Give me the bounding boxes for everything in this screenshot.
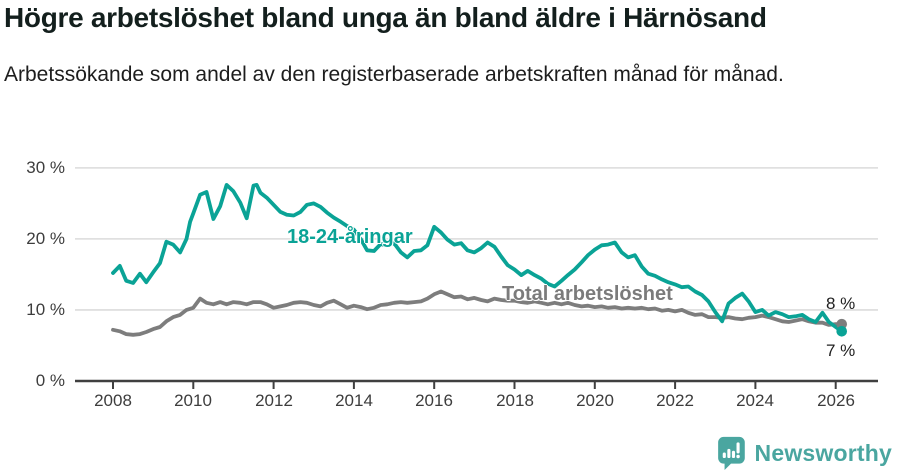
series-label-total: Total arbetslöshet [502,283,673,305]
series-line-young [111,182,844,334]
y-tick-label-10: 10 % [26,300,65,319]
chart-subtitle: Arbetssökande som andel av den registerb… [4,63,784,86]
x-tick-label-2026: 2026 [817,391,855,410]
x-tick-label-2022: 2022 [656,391,694,410]
brand-name: Newsworthy [754,439,892,466]
chart-title: Högre arbetslöshet bland unga än bland ä… [4,2,767,33]
series-label-young: 18-24-åringar [287,226,413,248]
newsworthy-logo: Newsworthy [716,436,892,470]
x-tick-label-2010: 2010 [174,391,212,410]
x-tick-label-2008: 2008 [94,391,132,410]
y-tick-label-30: 30 % [26,158,65,177]
x-tick-label-2016: 2016 [415,391,453,410]
x-tick-label-2012: 2012 [255,391,293,410]
series-end-dot-young [836,325,848,337]
y-tick-label-20: 20 % [26,229,65,248]
x-tick-label-2024: 2024 [736,391,774,410]
end-value-label-total: 8 % [826,294,856,313]
x-tick-label-2018: 2018 [496,391,534,410]
bar-chart-speech-bubble-icon [717,436,745,470]
x-tick-label-2014: 2014 [335,391,373,410]
y-tick-label-0: 0 % [35,371,65,390]
end-value-label-young: 7 % [826,341,856,360]
x-tick-label-2020: 2020 [576,391,614,410]
